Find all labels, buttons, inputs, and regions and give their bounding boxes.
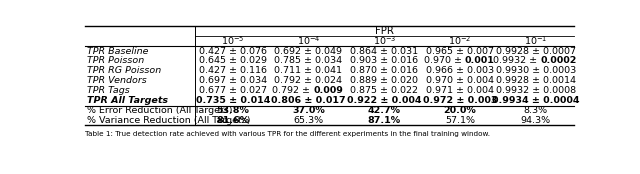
- Text: TPR Vendors: TPR Vendors: [87, 76, 147, 85]
- Text: 0.711 ± 0.041: 0.711 ± 0.041: [275, 66, 342, 75]
- Text: 0.903 ± 0.016: 0.903 ± 0.016: [350, 56, 419, 65]
- Text: 0.870 ± 0.016: 0.870 ± 0.016: [350, 66, 418, 75]
- Text: 0.875 ± 0.022: 0.875 ± 0.022: [350, 86, 418, 95]
- Text: 0.922 ± 0.004: 0.922 ± 0.004: [347, 96, 422, 105]
- Text: 0.889 ± 0.020: 0.889 ± 0.020: [350, 76, 418, 85]
- Text: % Error Reduction (All Targets): % Error Reduction (All Targets): [87, 106, 232, 115]
- Text: 0.970 ± 0.001: 0.970 ± 0.001: [426, 56, 494, 65]
- Text: 0.9928 ± 0.0014: 0.9928 ± 0.0014: [495, 76, 575, 85]
- Text: 0.692 ± 0.049: 0.692 ± 0.049: [275, 46, 342, 56]
- Text: 0.427 ± 0.076: 0.427 ± 0.076: [199, 46, 267, 56]
- Text: 0.965 ± 0.007: 0.965 ± 0.007: [426, 46, 494, 56]
- Text: 0.792 ± 0.009: 0.792 ± 0.009: [275, 86, 342, 95]
- Text: 0.697 ± 0.034: 0.697 ± 0.034: [198, 76, 267, 85]
- Text: 94.3%: 94.3%: [520, 116, 550, 125]
- Text: $10^{-4}$: $10^{-4}$: [297, 35, 320, 47]
- Text: 42.7%: 42.7%: [368, 106, 401, 115]
- Text: 0.864 ± 0.031: 0.864 ± 0.031: [350, 46, 419, 56]
- Text: 37.0%: 37.0%: [292, 106, 325, 115]
- Text: 0.677 ± 0.027: 0.677 ± 0.027: [199, 86, 267, 95]
- Text: $10^{-5}$: $10^{-5}$: [221, 35, 244, 47]
- Text: 0.9932 ± 0.0008: 0.9932 ± 0.0008: [495, 86, 576, 95]
- Text: 0.9928 ± 0.0007: 0.9928 ± 0.0007: [495, 46, 575, 56]
- Text: 0.645 ± 0.029: 0.645 ± 0.029: [199, 56, 267, 65]
- Text: 0.792 ±: 0.792 ±: [272, 86, 314, 95]
- Text: TPR RG Poisson: TPR RG Poisson: [87, 66, 161, 75]
- Text: 0.970 ±: 0.970 ±: [424, 56, 465, 65]
- Text: 65.3%: 65.3%: [293, 116, 324, 125]
- Text: FPR: FPR: [375, 26, 394, 36]
- Text: $10^{-1}$: $10^{-1}$: [524, 35, 547, 47]
- Text: 87.1%: 87.1%: [367, 116, 401, 125]
- Text: 0.792 ± 0.024: 0.792 ± 0.024: [275, 76, 342, 85]
- Text: $10^{-2}$: $10^{-2}$: [448, 35, 472, 47]
- Text: 0.9932 ±: 0.9932 ±: [493, 56, 541, 65]
- Text: 0.9930 ± 0.0003: 0.9930 ± 0.0003: [495, 66, 576, 75]
- Text: 0.971 ± 0.004: 0.971 ± 0.004: [426, 86, 494, 95]
- Text: Table 1: True detection rate achieved with various TPR for the different experim: Table 1: True detection rate achieved wi…: [85, 131, 490, 137]
- Text: 0.972 ± 0.003: 0.972 ± 0.003: [423, 96, 497, 105]
- Text: 0.735 ± 0.014: 0.735 ± 0.014: [196, 96, 270, 105]
- Text: 0.966 ± 0.003: 0.966 ± 0.003: [426, 66, 494, 75]
- Text: 0.806 ± 0.017: 0.806 ± 0.017: [271, 96, 346, 105]
- Text: 8.3%: 8.3%: [524, 106, 548, 115]
- Text: 0.970 ± 0.004: 0.970 ± 0.004: [426, 76, 494, 85]
- Text: 0.785 ± 0.034: 0.785 ± 0.034: [275, 56, 342, 65]
- Text: TPR Poisson: TPR Poisson: [87, 56, 144, 65]
- Text: 20.0%: 20.0%: [444, 106, 476, 115]
- Text: $10^{-3}$: $10^{-3}$: [372, 35, 396, 47]
- Text: 0.009: 0.009: [314, 86, 343, 95]
- Text: 53.8%: 53.8%: [216, 106, 249, 115]
- Text: TPR Baseline: TPR Baseline: [87, 46, 148, 56]
- Text: % Variance Reduction (All Targets): % Variance Reduction (All Targets): [87, 116, 250, 125]
- Text: 57.1%: 57.1%: [445, 116, 475, 125]
- Text: 0.9934 ± 0.0004: 0.9934 ± 0.0004: [492, 96, 579, 105]
- Text: 81.6%: 81.6%: [216, 116, 250, 125]
- Text: 0.427 ± 0.116: 0.427 ± 0.116: [199, 66, 267, 75]
- Text: 0.0002: 0.0002: [541, 56, 577, 65]
- Text: 0.001: 0.001: [465, 56, 495, 65]
- Text: 0.9932 ± 0.0002: 0.9932 ± 0.0002: [495, 56, 576, 65]
- Text: TPR All Targets: TPR All Targets: [87, 96, 168, 105]
- Text: TPR Tags: TPR Tags: [87, 86, 130, 95]
